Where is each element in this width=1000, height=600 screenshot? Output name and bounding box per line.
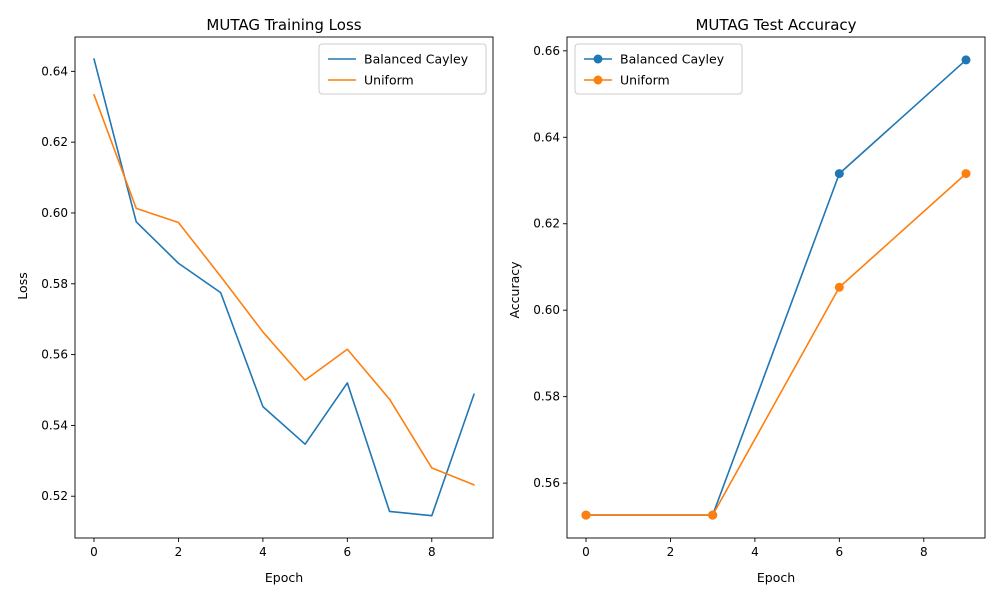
y-tick-label: 0.52 — [41, 489, 68, 503]
legend-box — [318, 43, 487, 95]
x-tick-label: 8 — [428, 545, 436, 559]
data-point-uniform — [834, 282, 844, 292]
legend-label-balanced-cayley: Balanced Cayley — [364, 52, 469, 67]
y-tick-label: 0.66 — [533, 44, 560, 58]
y-tick-label: 0.56 — [533, 476, 560, 490]
legend: Balanced Cayley Uniform — [574, 43, 743, 95]
x-tick-label: 8 — [920, 545, 928, 559]
series-line-uniform — [93, 93, 475, 486]
y-tick-label: 0.62 — [41, 135, 68, 149]
legend-box — [574, 43, 743, 95]
chart-title: MUTAG Test Accuracy — [695, 16, 856, 34]
x-tick-label: 0 — [90, 545, 98, 559]
series-line-uniform — [585, 172, 967, 516]
y-tick-label: 0.58 — [533, 390, 560, 404]
data-point-uniform — [961, 169, 971, 179]
series-line-balanced-cayley — [585, 59, 967, 516]
legend-label-uniform: Uniform — [364, 73, 414, 88]
y-tick-label: 0.64 — [41, 64, 68, 78]
axes-frame — [74, 36, 494, 539]
x-tick-label: 6 — [836, 545, 844, 559]
data-point-uniform — [708, 510, 718, 520]
legend-marker-balanced-cayley — [593, 54, 603, 64]
y-tick-label: 0.54 — [41, 418, 68, 432]
y-axis-label: Loss — [15, 272, 30, 299]
x-tick-label: 2 — [667, 545, 675, 559]
y-axis-label: Accuracy — [507, 261, 522, 319]
y-tick-label: 0.64 — [533, 130, 560, 144]
data-point-uniform — [581, 510, 591, 520]
data-point-balanced-cayley — [961, 55, 971, 65]
y-tick-label: 0.60 — [533, 303, 560, 317]
y-tick-label: 0.60 — [41, 206, 68, 220]
y-tick-label: 0.62 — [533, 217, 560, 231]
data-point-balanced-cayley — [834, 169, 844, 179]
x-tick-label: 4 — [751, 545, 759, 559]
y-tick-label: 0.58 — [41, 277, 68, 291]
legend: Balanced Cayley Uniform — [318, 43, 487, 95]
x-axis-label: Epoch — [757, 570, 795, 585]
chart-title: MUTAG Training Loss — [206, 16, 361, 34]
x-axis-label: Epoch — [265, 570, 303, 585]
y-tick-label: 0.56 — [41, 348, 68, 362]
legend-marker-uniform — [593, 75, 603, 85]
x-tick-label: 4 — [259, 545, 267, 559]
x-tick-label: 6 — [344, 545, 352, 559]
series-line-balanced-cayley — [93, 58, 475, 517]
x-tick-label: 2 — [175, 545, 183, 559]
training-loss-chart: MUTAG Training Loss Epoch Loss 0 2 4 6 8 0.52… — [15, 16, 494, 585]
x-tick-label: 0 — [582, 545, 590, 559]
test-accuracy-chart: MUTAG Test Accuracy Epoch Accuracy 0 2 4 6 8… — [507, 16, 986, 585]
axes-frame — [566, 36, 986, 539]
legend-label-uniform: Uniform — [620, 73, 670, 88]
legend-label-balanced-cayley: Balanced Cayley — [620, 52, 725, 67]
